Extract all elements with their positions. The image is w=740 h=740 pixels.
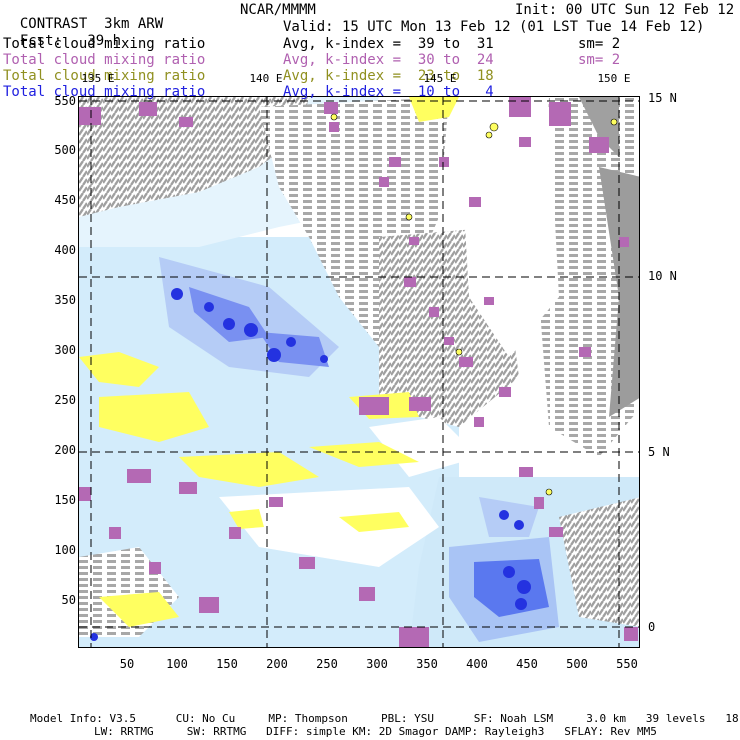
dark-blue-cell [517,580,531,594]
x-tick-label: 300 [366,657,388,671]
y-tick-label: 400 [54,243,76,257]
forecast-hour: Fcst: 39 h [19,33,122,49]
yellow-cloud-region [99,592,179,627]
dark-blue-cell [204,302,214,312]
init-time: Init: 00 UTC Sun 12 Feb 12 [515,2,735,18]
organization-label: NCAR/MMMM [240,2,316,18]
dark-blue-cell [503,566,515,578]
y-tick-label: 200 [54,443,76,457]
dark-blue-cell [515,598,527,610]
blue-cloud-core [474,559,549,617]
cloud-field-map [79,97,639,647]
yellow-cloud-cells [330,113,618,496]
clear-sky-region [369,417,479,477]
legend-range: Avg, k-index = 30 to 24 [283,52,494,68]
y-tick-label: 500 [54,143,76,157]
physics-info-line: LW: RRTMG SW: RRTMG DIFF: simple KM: 2D … [94,725,657,738]
magenta-cloud-cells [79,97,638,647]
x-tick-label: 200 [266,657,288,671]
x-tick-label: 250 [316,657,338,671]
legend-range: Avg, k-index = 23 to 18 [283,68,494,84]
valid-time: Valid: 15 UTC Mon 13 Feb 12 (01 LST Tue … [283,19,705,35]
y-tick-label: 300 [54,343,76,357]
y-tick-label: 50 [61,593,76,607]
yellow-cloud-region [309,442,419,467]
x-tick-label: 550 [616,657,638,671]
legend-range: Avg, k-index = 39 to 31 [283,36,494,52]
yellow-cloud-region [229,509,264,529]
x-tick-label: 50 [119,657,135,671]
dark-blue-cell [171,288,183,300]
model-info-line: Model Info: V3.5 CU: No Cu MP: Thompson … [30,712,740,725]
legend-sm: sm= 2 [578,52,621,68]
lat-label: 0 [648,620,656,634]
y-tick-label: 150 [54,493,76,507]
yellow-cloud-region [179,452,319,487]
x-tick-label: 500 [566,657,588,671]
x-tick-label: 400 [466,657,488,671]
dark-blue-cell [267,348,281,362]
dark-blue-cell [286,337,296,347]
y-tick-label: 350 [54,293,76,307]
y-tick-label: 250 [54,393,76,407]
lat-label: 10 N [648,269,677,283]
experiment-title: CONTRAST 3km ARW [19,16,164,32]
yellow-cloud-region [339,512,409,532]
legend-name: Total cloud mixing ratio [3,84,206,100]
map-plot-area [78,96,640,648]
dark-blue-cell [90,633,98,641]
dark-blue-cell [499,510,509,520]
legend-name: Total cloud mixing ratio [3,52,206,68]
dark-blue-cell [244,323,258,337]
lon-label: 135 E [81,72,115,85]
mid-blue-cloud-region [479,497,539,537]
yellow-cloud-region [99,392,209,442]
x-tick-label: 450 [516,657,538,671]
lat-label: 5 N [648,445,670,459]
dark-blue-cell [514,520,524,530]
legend-range: Avg, k-index = 10 to 4 [283,84,494,100]
yellow-cloud-region [79,352,159,387]
x-tick-label: 100 [166,657,188,671]
legend-sm: sm= 2 [578,36,621,52]
lon-label: 145 E [423,72,457,85]
legend-name: Total cloud mixing ratio [3,36,206,52]
yellow-cloud-region [409,97,459,122]
map-grid [79,97,639,647]
lon-label: 150 E [597,72,631,85]
y-tick-label: 550 [54,94,76,108]
y-tick-label: 100 [54,543,76,557]
lat-label: 15 N [648,91,677,105]
x-tick-label: 150 [216,657,238,671]
gray-cloud-region [79,97,309,217]
dark-blue-cell [223,318,235,330]
clear-sky-region [459,107,559,357]
x-tick-label: 350 [416,657,438,671]
lon-label: 140 E [249,72,283,85]
y-tick-label: 450 [54,193,76,207]
dark-blue-cell [320,355,328,363]
legend-name: Total cloud mixing ratio [3,68,206,84]
